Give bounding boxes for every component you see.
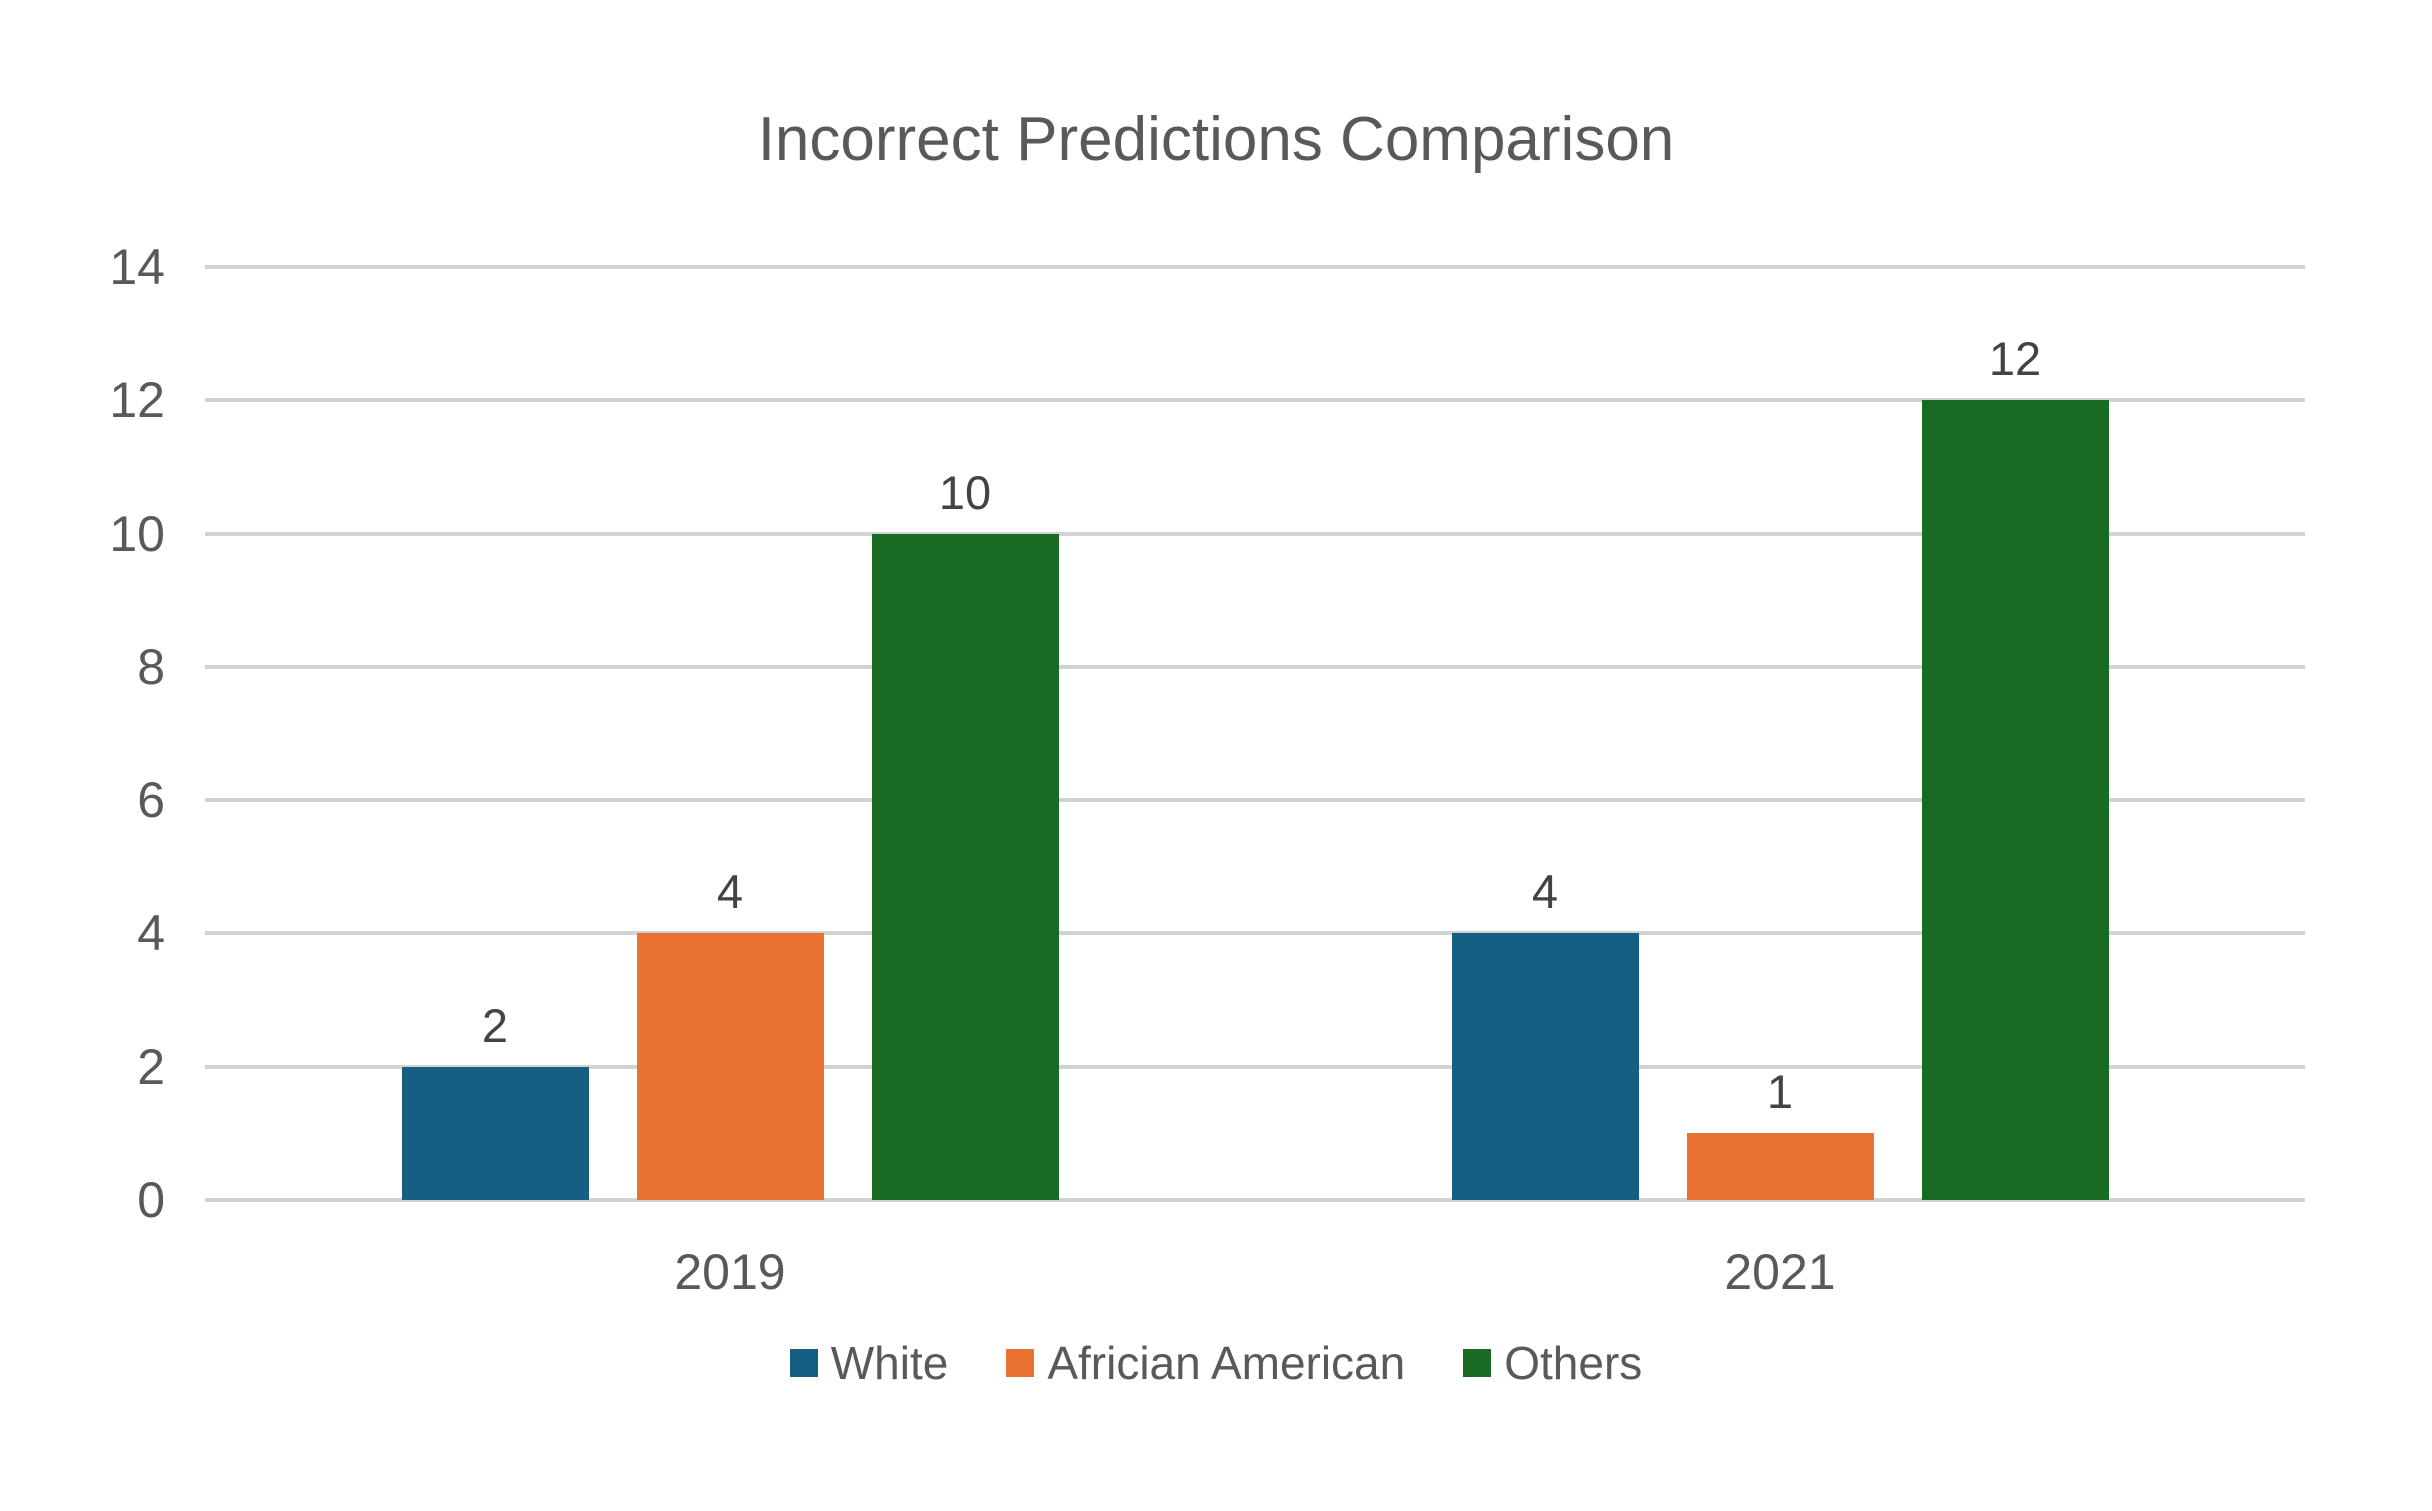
- legend-label-others: Others: [1504, 1337, 1643, 1389]
- bar-value-label-2019-others: 10: [938, 465, 992, 519]
- y-axis-tick-label-14: 14: [109, 239, 165, 295]
- bar-2019-white: [401, 1066, 589, 1200]
- gridline-10: [205, 531, 2305, 536]
- y-axis-tick-label-6: 6: [137, 772, 165, 829]
- bar-value-label-2019-africian-american: 4: [716, 865, 744, 919]
- gridline-0: [205, 1198, 2305, 1202]
- legend-swatch-africian-american: [1006, 1349, 1035, 1377]
- gridline-8: [205, 664, 2305, 669]
- gridline-14: [205, 265, 2305, 269]
- legend: White Africian American Others: [0, 1340, 2432, 1386]
- legend-swatch-white: [789, 1349, 818, 1377]
- gridline-12: [205, 398, 2305, 403]
- x-axis-label-2021: 2021: [1724, 1244, 1836, 1300]
- legend-item-others: Others: [1463, 1340, 1642, 1386]
- plot-area: 2 4 10 4 1 12: [205, 265, 2305, 1202]
- gridline-4: [205, 931, 2305, 936]
- bar-2021-africian-american: [1686, 1133, 1874, 1200]
- bar-value-label-2019-white: 2: [481, 998, 509, 1052]
- bar-2019-africian-american: [636, 933, 824, 1200]
- bar-value-label-2021-white: 4: [1531, 865, 1559, 919]
- bar-2021-others: [1921, 400, 2109, 1200]
- chart-title: Incorrect Predictions Comparison: [757, 105, 1675, 174]
- legend-label-africian-american: Africian American: [1047, 1337, 1406, 1389]
- gridline-6: [205, 798, 2305, 803]
- y-axis-tick-label-4: 4: [137, 905, 165, 962]
- bar-value-label-2021-africian-american: 1: [1766, 1065, 1794, 1119]
- legend-item-africian-american: Africian American: [1006, 1340, 1405, 1386]
- bar-2021-white: [1451, 933, 1639, 1200]
- bar-value-label-2021-others: 12: [1988, 332, 2042, 386]
- y-axis-tick-label-10: 10: [109, 505, 165, 562]
- bar-2019-others: [871, 533, 1059, 1200]
- legend-swatch-others: [1463, 1349, 1492, 1377]
- y-axis-tick-label-2: 2: [137, 1038, 165, 1095]
- y-axis-tick-label-0: 0: [137, 1172, 165, 1228]
- x-axis-label-2019: 2019: [674, 1244, 786, 1300]
- y-axis-tick-label-12: 12: [109, 372, 165, 429]
- legend-label-white: White: [830, 1337, 949, 1389]
- y-axis-tick-label-8: 8: [137, 638, 165, 695]
- gridline-2: [205, 1064, 2305, 1069]
- legend-item-white: White: [789, 1337, 949, 1389]
